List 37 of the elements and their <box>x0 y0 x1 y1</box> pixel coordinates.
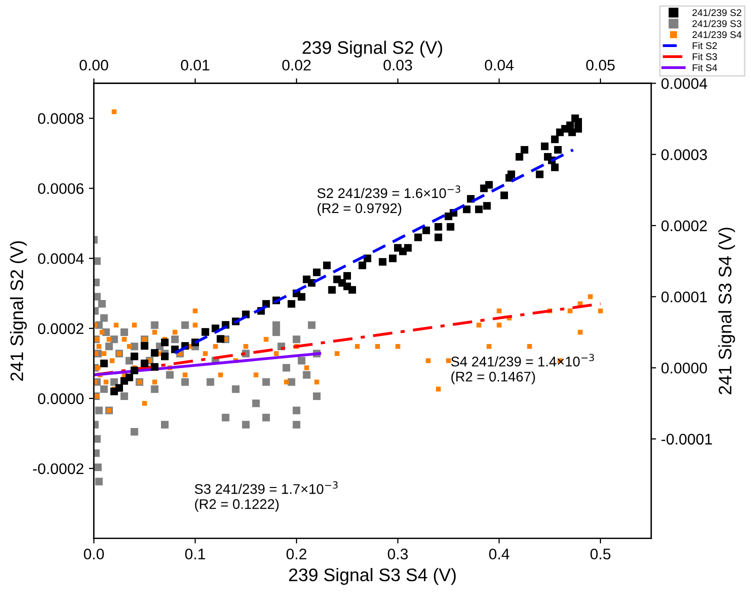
x-tick-label: 0.3 <box>388 548 408 560</box>
legend-label: 241/239 S3 <box>692 20 742 28</box>
legend-label: Fit S2 <box>692 42 717 50</box>
y-tick-label: 0.0004 <box>38 253 84 264</box>
x2-tick-label: 0.00 <box>80 60 108 71</box>
y2-axis-title: 241 Signal S3 S4 (V) <box>718 228 736 394</box>
x-tick-label: 0.4 <box>489 548 510 560</box>
text: S4 241/239 = 1.4×10$^{−3}$ (R2 = 0.1467) <box>451 354 594 384</box>
x2-axis-title: 239 Signal S2 (V) <box>302 40 442 58</box>
legend-label: 241/239 S2 <box>692 8 742 16</box>
y2-tick-label: 0.0004 <box>661 78 708 89</box>
x-axis-title: 239 Signal S3 S4 (V) <box>289 568 456 585</box>
y-tick-label: 0.0006 <box>38 183 84 194</box>
x-tick-label: 0.0 <box>84 548 104 560</box>
y-tick-label: 0.0000 <box>38 393 84 404</box>
legend-label: Fit S3 <box>692 52 717 60</box>
x2-tick-label: 0.02 <box>282 60 311 71</box>
y2-tick-label: 0.0000 <box>661 362 707 374</box>
y2-tick-label: 0.0001 <box>661 292 707 302</box>
x-tick-label: 0.1 <box>185 548 206 560</box>
x-tick-label: 0.5 <box>590 548 610 560</box>
x2-tick-label: 0.04 <box>484 60 514 71</box>
y-axis-title: 241 Signal S2 (V) <box>10 241 27 381</box>
y2-tick-label: 0.0002 <box>661 220 707 232</box>
y-tick-label: 0.0008 <box>38 113 84 124</box>
x2-tick-label: 0.05 <box>586 60 615 71</box>
legend-label: Fit S4 <box>692 64 718 72</box>
x2-tick-label: 0.03 <box>384 60 412 71</box>
y-tick-label: 0.0002 <box>38 323 84 334</box>
y-tick-label: -0.0002 <box>33 463 84 474</box>
y2-tick-label: 0.0003 <box>661 149 707 160</box>
x-tick-label: 0.2 <box>286 548 306 560</box>
legend-label: 241/239 S4 <box>692 30 742 38</box>
text: S3 241/239 = 1.7×10$^{−3}$ (R2 = 0.1222) <box>194 481 338 512</box>
text: S2 241/239 = 1.6×10$^{−3}$ (R2 = 0.9792) <box>317 185 460 216</box>
y2-tick-label: -0.0001 <box>662 434 712 445</box>
x2-tick-label: 0.01 <box>180 60 210 71</box>
